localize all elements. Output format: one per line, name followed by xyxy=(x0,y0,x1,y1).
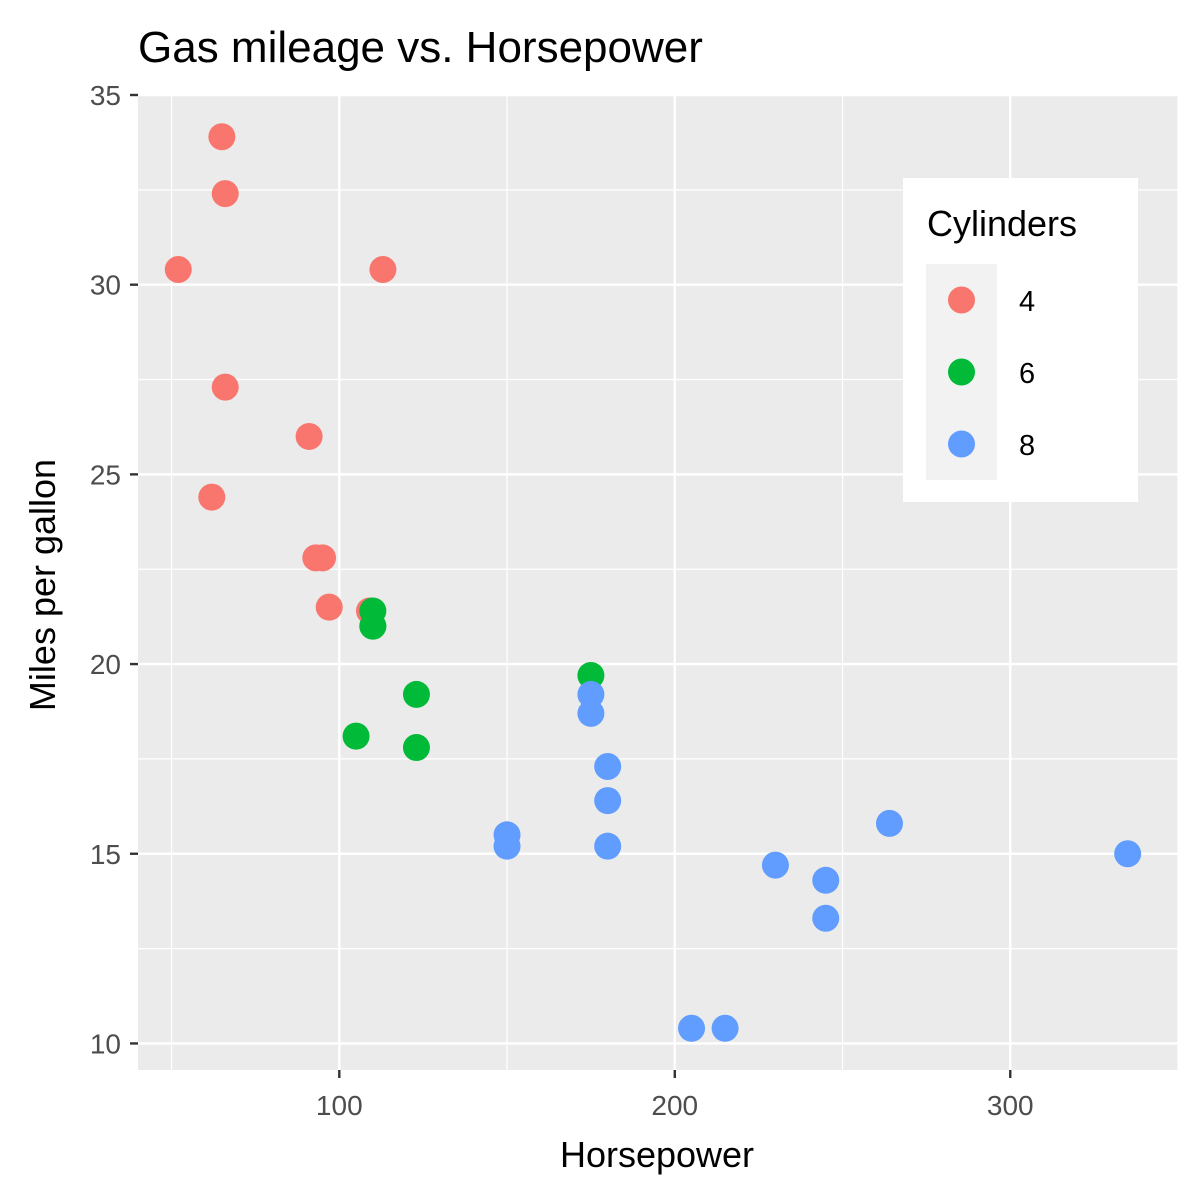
data-point-cyl-4 xyxy=(211,373,239,401)
y-tick-label: 35 xyxy=(90,80,121,111)
y-tick-label: 10 xyxy=(90,1028,121,1059)
data-point-cyl-4 xyxy=(164,256,192,284)
data-point-cyl-4 xyxy=(211,180,239,208)
legend-key-cyl-8 xyxy=(948,430,975,458)
legend-label: 6 xyxy=(1019,358,1035,390)
x-axis: 100 200 300 xyxy=(316,1070,1034,1121)
data-point-cyl-6 xyxy=(342,722,370,750)
data-point-cyl-8 xyxy=(711,1014,739,1042)
major-gridlines xyxy=(138,93,1178,1070)
y-axis: 10 15 20 25 30 35 xyxy=(90,80,138,1059)
legend-title: Cylinders xyxy=(927,203,1077,244)
legend-label: 4 xyxy=(1019,286,1035,318)
data-point-cyl-8 xyxy=(678,1014,706,1042)
x-tick-label: 200 xyxy=(651,1090,698,1121)
data-points xyxy=(164,123,1142,1042)
data-point-cyl-4 xyxy=(198,483,226,511)
legend: Cylinders 4 6 8 xyxy=(903,178,1138,502)
legend-key-cyl-6 xyxy=(948,358,975,386)
x-axis-label: Horsepower xyxy=(560,1134,754,1175)
data-point-cyl-8 xyxy=(594,832,622,860)
data-point-cyl-8 xyxy=(812,904,840,932)
data-point-cyl-8 xyxy=(875,809,903,837)
legend-label: 8 xyxy=(1019,430,1035,462)
data-point-cyl-6 xyxy=(402,680,430,708)
data-point-cyl-4 xyxy=(208,123,236,151)
y-axis-label: Miles per gallon xyxy=(22,459,63,711)
y-tick-label: 20 xyxy=(90,649,121,680)
data-point-cyl-4 xyxy=(369,256,397,284)
data-point-cyl-8 xyxy=(577,699,605,727)
data-point-cyl-8 xyxy=(1114,840,1142,868)
data-point-cyl-6 xyxy=(402,734,430,762)
data-point-cyl-4 xyxy=(309,544,337,572)
data-point-cyl-8 xyxy=(761,851,789,879)
data-point-cyl-6 xyxy=(359,597,387,625)
y-tick-label: 25 xyxy=(90,459,121,490)
x-tick-label: 300 xyxy=(987,1090,1034,1121)
data-point-cyl-4 xyxy=(315,593,343,621)
chart-title: Gas mileage vs. Horsepower xyxy=(138,23,703,72)
legend-key-cyl-4 xyxy=(948,286,975,314)
data-point-cyl-8 xyxy=(493,832,521,860)
data-point-cyl-6 xyxy=(577,661,605,689)
minor-gridlines xyxy=(138,95,1179,1070)
x-tick-label: 100 xyxy=(316,1090,363,1121)
data-point-cyl-4 xyxy=(295,422,323,450)
data-point-cyl-8 xyxy=(812,866,840,894)
data-point-cyl-8 xyxy=(577,680,605,708)
data-point-cyl-8 xyxy=(594,787,622,815)
y-tick-label: 15 xyxy=(90,839,121,870)
data-point-cyl-8 xyxy=(594,752,622,780)
y-tick-label: 30 xyxy=(90,270,121,301)
